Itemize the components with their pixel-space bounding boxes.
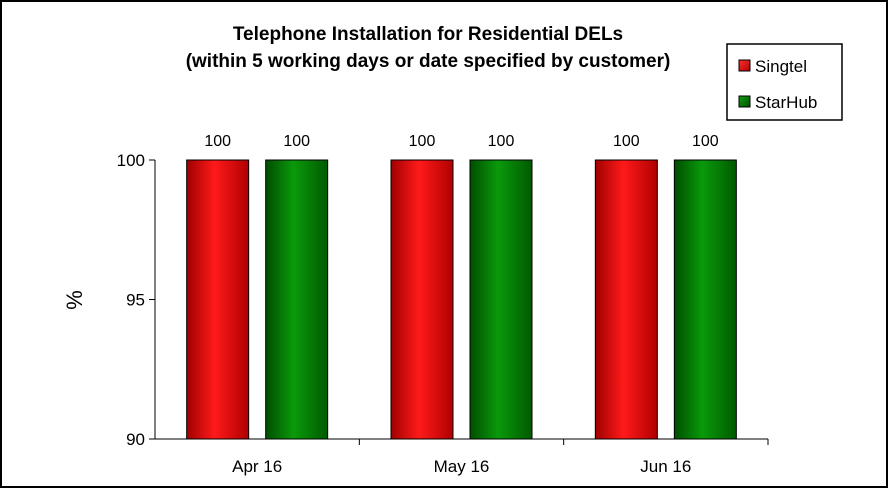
- x-tick-label-may-16: May 16: [434, 457, 490, 476]
- legend-label-singtel: Singtel: [755, 57, 807, 76]
- bar-starhub-jun-16: [673, 159, 737, 440]
- data-labels-group: 100 100 100 100 100 100: [204, 133, 718, 150]
- x-tick-label-apr-16: Apr 16: [232, 457, 282, 476]
- chart-title: Telephone Installation for Residential D…: [233, 24, 623, 45]
- data-label-singtel-jun-16: 100: [613, 133, 640, 150]
- data-label-starhub-jun-16: 100: [692, 133, 719, 150]
- legend-swatch-starhub: [738, 95, 751, 108]
- data-label-starhub-apr-16: 100: [283, 133, 310, 150]
- y-tick-label-90: 90: [126, 430, 145, 449]
- bar-starhub-may-16: [469, 159, 533, 440]
- y-tick-label-95: 95: [126, 291, 145, 310]
- legend: Singtel StarHub: [726, 43, 843, 121]
- x-tick-label-jun-16: Jun 16: [640, 457, 691, 476]
- bars-group: [186, 159, 737, 440]
- data-label-singtel-apr-16: 100: [204, 133, 231, 150]
- data-label-starhub-may-16: 100: [488, 133, 515, 150]
- chart-subtitle: (within 5 working days or date specified…: [186, 51, 671, 72]
- y-axis-ticks: 90 95 100: [117, 151, 155, 449]
- legend-label-starhub: StarHub: [755, 93, 817, 112]
- data-label-singtel-may-16: 100: [409, 133, 436, 150]
- legend-swatch-singtel: [738, 59, 751, 72]
- x-axis-ticks: Apr 16 May 16 Jun 16: [232, 439, 769, 476]
- y-axis-label: %: [62, 290, 87, 310]
- bar-singtel-apr-16: [186, 159, 250, 440]
- y-tick-label-100: 100: [117, 151, 145, 170]
- bar-starhub-apr-16: [265, 159, 329, 440]
- bar-singtel-may-16: [390, 159, 454, 440]
- bar-singtel-jun-16: [594, 159, 658, 440]
